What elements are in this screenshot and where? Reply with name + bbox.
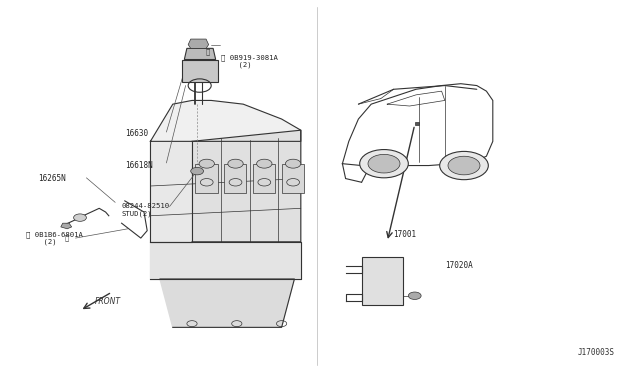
Polygon shape — [253, 164, 275, 193]
Polygon shape — [415, 122, 419, 125]
Circle shape — [228, 159, 243, 168]
Polygon shape — [188, 39, 209, 48]
Text: Ⓑ 0B1B6-6801A
    (2): Ⓑ 0B1B6-6801A (2) — [26, 231, 83, 245]
Polygon shape — [184, 48, 216, 60]
Text: J170003S: J170003S — [577, 348, 614, 357]
Text: Ⓑ: Ⓑ — [65, 234, 69, 241]
Text: 17001: 17001 — [394, 230, 417, 239]
Text: Ⓝ 0B919-3081A
    (2): Ⓝ 0B919-3081A (2) — [221, 54, 278, 68]
Text: 17020A: 17020A — [445, 262, 472, 270]
Polygon shape — [150, 242, 301, 279]
Polygon shape — [362, 257, 403, 305]
Circle shape — [448, 156, 480, 175]
Text: Ⓝ: Ⓝ — [206, 48, 210, 55]
Polygon shape — [182, 60, 218, 82]
Text: FRONT: FRONT — [95, 297, 121, 306]
Polygon shape — [150, 141, 192, 242]
Polygon shape — [150, 100, 301, 141]
Circle shape — [191, 167, 204, 175]
Text: 16265N: 16265N — [38, 174, 66, 183]
Circle shape — [199, 159, 214, 168]
Polygon shape — [282, 164, 304, 193]
Circle shape — [285, 159, 301, 168]
Polygon shape — [192, 130, 301, 242]
Circle shape — [360, 150, 408, 178]
Circle shape — [408, 292, 421, 299]
Text: 08244-82510
STUD(2): 08244-82510 STUD(2) — [122, 203, 170, 217]
Text: 16618N: 16618N — [125, 161, 152, 170]
Text: 16630: 16630 — [125, 129, 148, 138]
Circle shape — [74, 214, 86, 221]
Polygon shape — [224, 164, 246, 193]
Polygon shape — [160, 279, 294, 327]
Polygon shape — [195, 164, 218, 193]
Polygon shape — [61, 223, 72, 229]
Circle shape — [368, 154, 400, 173]
Circle shape — [257, 159, 272, 168]
Circle shape — [440, 151, 488, 180]
